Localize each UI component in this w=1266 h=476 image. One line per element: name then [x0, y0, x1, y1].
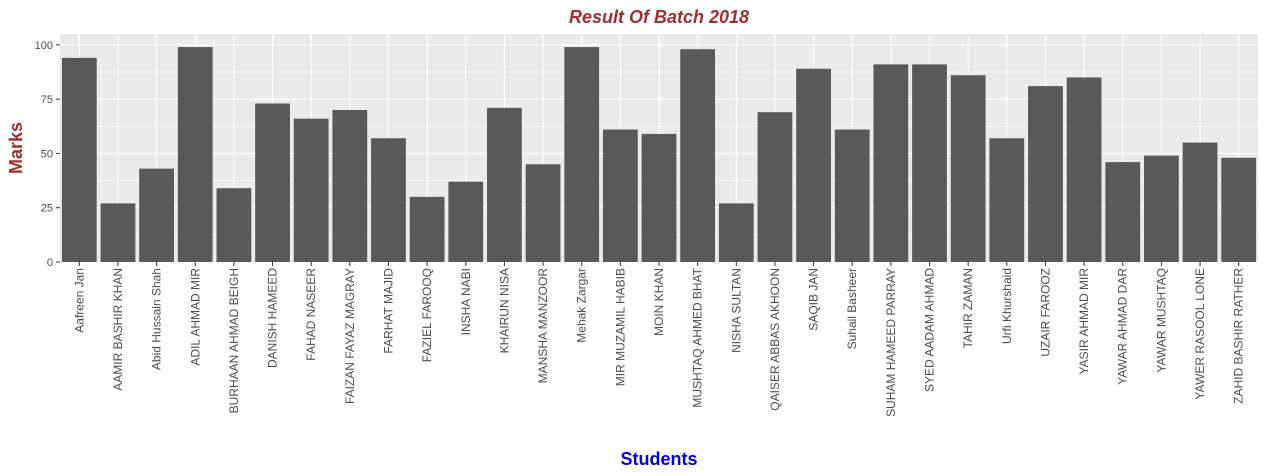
x-tick-label: ADIL AHMAD MIR [188, 268, 202, 366]
x-tick-label: YAWER RASOOL LONE [1193, 268, 1207, 400]
x-tick-label: FAIZAN FAYAZ MAGRAY [343, 268, 357, 404]
bar [834, 129, 870, 262]
x-tick-label: ZAHID BASHIR RATHER [1232, 268, 1246, 404]
x-tick-label: FARHAT MAJID [381, 268, 395, 354]
x-tick-label: SUHAM HAMEED PARRAY [884, 268, 898, 417]
x-tick-label: SYED AADAM AHMAD [923, 268, 937, 392]
bar [1182, 142, 1218, 262]
bar [1105, 162, 1141, 262]
x-tick-label: Aafreen Jan [72, 268, 86, 333]
bar [100, 203, 136, 262]
x-axis: Aafreen Jan AAMIR BASHIR KHAN Abid Hussain… [72, 262, 1246, 417]
x-tick-label: AAMIR BASHIR KHAN [111, 268, 125, 391]
bar [139, 168, 175, 262]
x-tick-label: YASIR AHMAD MIR [1077, 268, 1091, 375]
y-tick-label: 75 [41, 94, 53, 106]
x-tick-label: Suhail Basheer [845, 268, 859, 349]
x-tick-label: TAHIR ZAMAN [961, 268, 975, 348]
bar [332, 110, 368, 262]
y-tick-label: 25 [41, 203, 53, 215]
x-tick-label: MANSHA MANZOOR [536, 268, 550, 384]
bar [177, 47, 213, 263]
bar [718, 203, 754, 262]
bar [61, 57, 97, 263]
x-tick-label: BURHAAN AHMAD BEIGH [227, 268, 241, 413]
bar [564, 47, 600, 263]
bar [1066, 77, 1102, 262]
y-axis-title: Marks [6, 122, 26, 174]
bar [912, 64, 947, 263]
x-tick-label: MIR MUZAMIL HABIB [613, 268, 627, 386]
x-tick-label: SAQIB JAN [807, 268, 821, 331]
bar [216, 188, 252, 262]
x-tick-label: KHAIRUN NISA [497, 268, 511, 353]
bars [61, 47, 1257, 263]
bar [255, 103, 290, 262]
y-tick-label: 100 [35, 40, 53, 52]
x-tick-label: YAWAR AHMAD DAR [1116, 268, 1130, 385]
bar [641, 133, 677, 262]
bar [989, 138, 1025, 262]
x-tick-label: Abid Hussain Shah [150, 268, 164, 370]
bar [950, 75, 986, 262]
x-tick-label: QAISER ABBAS AKHOON [768, 268, 782, 411]
x-tick-label: NISHA SULTAN [729, 268, 743, 353]
x-tick-label: DANISH HAMEED [266, 268, 280, 368]
bar [448, 181, 484, 262]
bar [525, 164, 561, 262]
bar [409, 196, 445, 262]
bar [1221, 157, 1257, 262]
bar [680, 49, 716, 263]
x-tick-label: UZAIR FAROOZ [1038, 268, 1052, 357]
x-tick-label: INSHA NABI [459, 268, 473, 335]
x-tick-label: MUSHTAQ AHMED BHAT [691, 267, 705, 407]
bar [1028, 86, 1063, 262]
bar [757, 112, 793, 263]
y-axis: 0 25 50 75 100 [35, 40, 60, 269]
bar [371, 138, 406, 262]
x-tick-label: MOIN KHAN [652, 268, 666, 336]
bar [873, 64, 909, 263]
x-tick-label: FAZIEL FAROOQ [420, 268, 434, 362]
bar [796, 68, 831, 262]
x-tick-label: FAHAD NASEER [304, 268, 318, 361]
y-tick-label: 0 [47, 257, 53, 269]
bar [293, 118, 329, 262]
x-tick-label: YAWAR MUSHTAQ [1154, 268, 1168, 373]
x-tick-label: Urfi Khurshaid [1000, 268, 1014, 344]
bar [487, 107, 522, 262]
y-tick-label: 50 [41, 148, 53, 160]
x-tick-label: Mehak Zargar [575, 268, 589, 343]
bar [602, 129, 638, 262]
x-axis-title: Students [620, 449, 697, 469]
chart-title: Result Of Batch 2018 [569, 7, 749, 27]
bar [1143, 155, 1179, 262]
